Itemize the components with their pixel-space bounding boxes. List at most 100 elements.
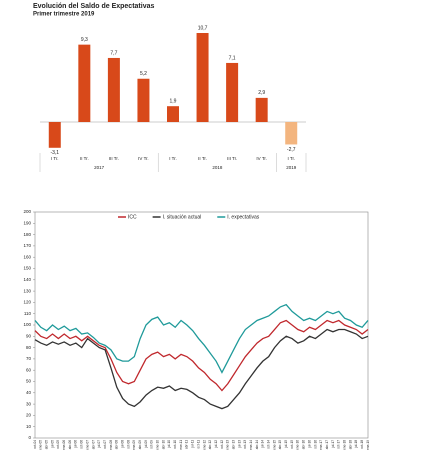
x-tick-label: IV Tr.	[256, 156, 267, 161]
y-tick-label: 160	[23, 254, 31, 259]
x-tick-label: ene-11	[179, 440, 183, 450]
x-tick-label: oct-14	[267, 440, 271, 449]
x-tick-label: oct-13	[243, 440, 247, 449]
bar	[48, 122, 61, 148]
y-tick-label: 190	[23, 220, 31, 225]
x-tick-label: oct-16	[313, 440, 317, 449]
group-label: 2019	[286, 165, 297, 170]
x-tick-label: abr-07	[91, 440, 95, 449]
x-tick-label: oct-04	[33, 440, 37, 449]
x-tick-label: ene-09	[132, 440, 136, 450]
x-tick-label: oct-05	[56, 440, 60, 449]
x-tick-label: IV Tr.	[138, 156, 149, 161]
value-label: 5,2	[140, 71, 147, 77]
y-tick-label: 40	[26, 390, 32, 395]
chart-title: Evolución del Saldo de Expectativas	[33, 3, 154, 10]
bar	[78, 44, 91, 122]
x-tick-label: ene-07	[85, 440, 89, 450]
x-tick-label: oct-18	[360, 440, 364, 449]
y-tick-label: 140	[23, 277, 31, 282]
chart-subtitle: Primer trimestre 2019	[33, 12, 95, 18]
x-tick-label: II Tr.	[80, 156, 89, 161]
x-tick-label: jul-10	[167, 440, 171, 449]
y-tick-label: 10	[26, 424, 32, 429]
y-tick-label: 20	[26, 413, 32, 418]
x-tick-label: oct-09	[150, 440, 154, 449]
bar	[255, 97, 268, 122]
series-line	[34, 319, 369, 392]
x-tick-label: abr-16	[302, 440, 306, 449]
series-line	[34, 328, 369, 410]
x-tick-label: ene-05	[39, 440, 43, 450]
y-tick-label: 50	[26, 379, 32, 384]
value-label: 9,3	[81, 37, 88, 43]
x-tick-label: abr-17	[325, 440, 329, 449]
series-line	[34, 303, 369, 374]
x-tick-label: ene-16	[296, 440, 300, 450]
bar	[196, 33, 209, 122]
x-tick-label: jul-16	[307, 440, 311, 449]
x-tick-label: jul-09	[144, 440, 148, 449]
x-tick-label: III Tr.	[109, 156, 119, 161]
x-tick-label: abr-13	[231, 440, 235, 449]
x-tick-label: ene-10	[156, 440, 160, 450]
y-tick-label: 90	[26, 333, 32, 338]
x-tick-label: ene-17	[319, 440, 323, 450]
x-tick-label: abr-18	[348, 440, 352, 449]
x-tick-label: II Tr.	[198, 156, 207, 161]
x-tick-label: jul-06	[74, 440, 78, 449]
x-tick-label: abr-10	[161, 440, 165, 449]
x-tick-label: I Tr.	[169, 156, 177, 161]
x-tick-label: jul-18	[354, 440, 358, 449]
value-label: -3,1	[50, 150, 59, 156]
value-label: 1,9	[170, 99, 177, 105]
x-tick-label: jul-07	[97, 440, 101, 449]
y-tick-label: 110	[24, 311, 32, 316]
x-tick-label: ene-13	[226, 440, 230, 450]
bar	[285, 122, 298, 145]
legend-label: ICC	[128, 214, 137, 220]
value-label: 2,9	[258, 90, 265, 96]
value-label: 7,1	[229, 55, 236, 61]
x-tick-label: jul-13	[237, 440, 241, 449]
x-tick-label: oct-08	[126, 440, 130, 449]
x-tick-label: abr-15	[278, 440, 282, 449]
value-label: -2,7	[287, 147, 296, 153]
plot-frame	[34, 211, 369, 439]
bar	[137, 78, 150, 122]
bar	[226, 62, 239, 122]
group-label: 2017	[94, 165, 105, 170]
x-tick-label: jul-15	[284, 440, 288, 449]
y-tick-label: 170	[23, 243, 31, 248]
y-tick-label: 70	[26, 356, 32, 361]
x-tick-label: ene-14	[249, 440, 253, 450]
y-tick-label: 130	[23, 288, 31, 293]
x-tick-label: abr-05	[45, 440, 49, 449]
y-tick-label: 180	[23, 232, 31, 237]
x-tick-label: jul-17	[331, 440, 335, 449]
x-tick-label: ene-15	[272, 440, 276, 450]
x-tick-label: oct-07	[103, 440, 107, 449]
value-label: 10,7	[198, 25, 208, 31]
x-tick-label: jul-11	[191, 440, 195, 449]
y-tick-label: 200	[23, 209, 31, 214]
legend-label: I. expectativas	[227, 214, 259, 220]
group-label: 2018	[212, 165, 223, 170]
x-tick-label: I Tr.	[51, 156, 59, 161]
x-tick-label: abr-09	[138, 440, 142, 449]
x-tick-label: ene-12	[202, 440, 206, 450]
x-tick-label: I Tr.	[287, 156, 295, 161]
bar	[167, 106, 179, 122]
y-tick-label: 120	[23, 300, 31, 305]
y-tick-label: 150	[23, 266, 31, 271]
x-tick-label: ene-18	[342, 440, 346, 450]
x-tick-label: ene-06	[62, 440, 66, 450]
legend-label: I. situación actual	[163, 214, 202, 220]
x-tick-label: abr-12	[208, 440, 212, 449]
x-tick-label: ene-19	[366, 440, 370, 450]
x-tick-label: ene-08	[109, 440, 113, 450]
x-tick-label: abr-11	[185, 440, 189, 449]
x-tick-label: oct-06	[80, 440, 84, 449]
x-tick-label: jul-14	[261, 440, 265, 449]
